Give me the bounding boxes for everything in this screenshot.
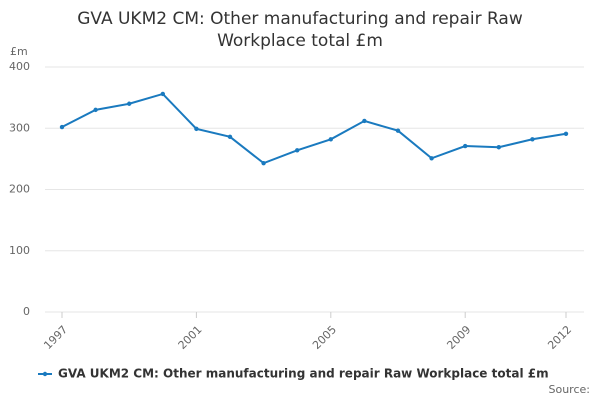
point	[227, 134, 233, 140]
chart-title: GVA UKM2 CM: Other manufacturing and rep…	[77, 9, 523, 51]
point	[93, 107, 98, 113]
point	[530, 137, 535, 142]
point	[496, 145, 501, 150]
point	[429, 156, 434, 161]
y-tick-label: 0	[23, 305, 30, 318]
point	[261, 160, 266, 166]
y-axis-label: £m	[10, 45, 28, 58]
x-tick-label: 2009	[444, 323, 473, 352]
point	[59, 124, 65, 130]
point	[295, 148, 300, 153]
point	[127, 101, 132, 106]
line	[61, 92, 567, 165]
legend-label: GVA UKM2 CM: Other manufacturing and rep…	[58, 367, 549, 381]
point	[395, 128, 401, 133]
point	[362, 118, 367, 124]
x-tick-label: 2005	[310, 323, 339, 352]
x-tick-label: 2001	[176, 323, 205, 352]
point	[160, 91, 165, 97]
point	[563, 131, 569, 136]
y-tick-label: 100	[9, 244, 30, 257]
y-tick-label: 300	[9, 121, 30, 134]
y-tick-label: 400	[9, 60, 30, 73]
x-tick-label: 2012	[545, 323, 574, 352]
y-tick-label: 200	[9, 183, 30, 196]
point	[463, 143, 468, 149]
point	[194, 126, 199, 132]
legend-marker	[42, 371, 48, 377]
point	[328, 137, 333, 142]
x-tick-label: 1997	[41, 323, 70, 352]
source: Source:	[549, 383, 591, 396]
